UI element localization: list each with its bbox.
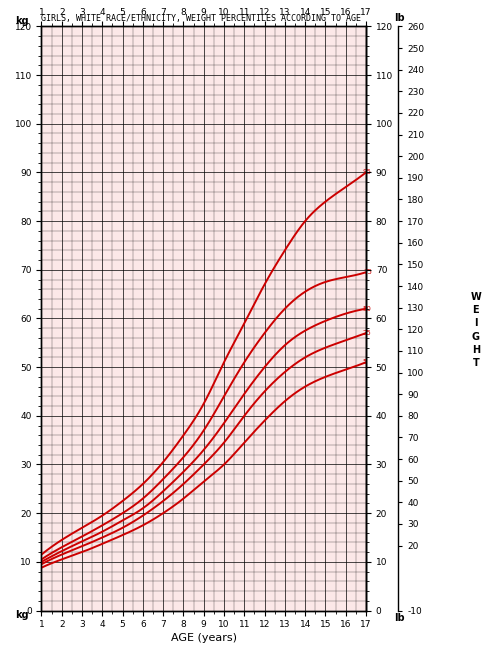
Text: W
E
I
G
H
T: W E I G H T	[470, 292, 481, 368]
Text: GIRLS, WHITE RACE/ETHNICITY, WEIGHT PERCENTILES ACCORDING TO AGE: GIRLS, WHITE RACE/ETHNICITY, WEIGHT PERC…	[41, 14, 362, 23]
Text: 75: 75	[363, 269, 372, 275]
X-axis label: AGE (years): AGE (years)	[171, 634, 237, 644]
Text: lb: lb	[394, 613, 405, 624]
Text: 95: 95	[363, 170, 372, 176]
Text: 5: 5	[363, 359, 367, 365]
Text: 50: 50	[363, 306, 372, 312]
Text: lb: lb	[394, 13, 405, 24]
Text: kg: kg	[15, 16, 29, 26]
Text: 25: 25	[363, 330, 372, 336]
Text: kg: kg	[15, 610, 29, 620]
